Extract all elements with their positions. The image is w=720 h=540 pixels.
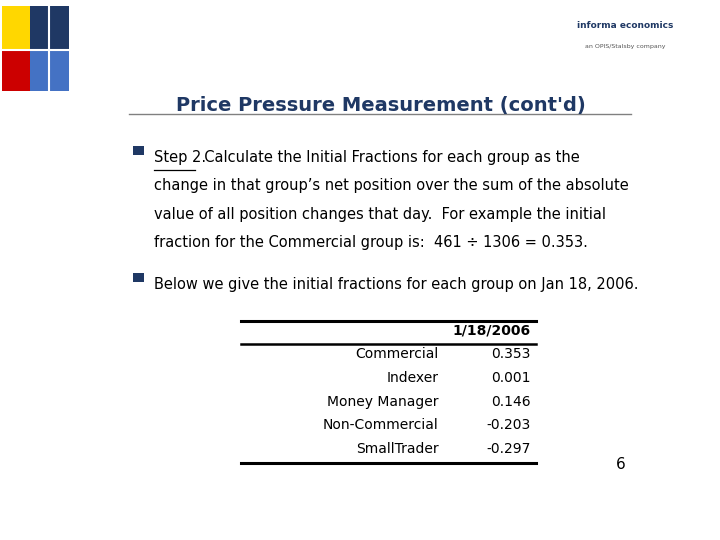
Text: 0.146: 0.146 (491, 395, 531, 409)
Bar (133, 273, 144, 282)
Text: 6: 6 (616, 457, 626, 472)
Text: SmallTrader: SmallTrader (356, 442, 438, 456)
Text: informa economics: informa economics (577, 22, 673, 30)
Text: Price Pressure Measurement (cont'd): Price Pressure Measurement (cont'd) (176, 96, 586, 115)
Text: change in that group’s net position over the sum of the absolute: change in that group’s net position over… (154, 178, 629, 193)
FancyBboxPatch shape (2, 6, 40, 49)
Text: an OPIS/Stalsby company: an OPIS/Stalsby company (585, 44, 665, 49)
FancyBboxPatch shape (30, 6, 68, 49)
Text: Indexer: Indexer (387, 371, 438, 385)
Text: 1/18/2006: 1/18/2006 (453, 324, 531, 338)
Text: 0.353: 0.353 (492, 347, 531, 361)
Text: value of all position changes that day.  For example the initial: value of all position changes that day. … (154, 207, 606, 221)
Text: 0.001: 0.001 (491, 371, 531, 385)
Text: -0.203: -0.203 (487, 418, 531, 432)
Text: Below we give the initial fractions for each group on Jan 18, 2006.: Below we give the initial fractions for … (154, 277, 639, 292)
Text: Non-Commercial: Non-Commercial (323, 418, 438, 432)
Text: Step 2.: Step 2. (154, 150, 207, 165)
Text: Money Manager: Money Manager (328, 395, 438, 409)
FancyBboxPatch shape (2, 49, 40, 91)
Text: -0.297: -0.297 (487, 442, 531, 456)
Bar (133, 146, 144, 156)
Text: Calculate the Initial Fractions for each group as the: Calculate the Initial Fractions for each… (195, 150, 580, 165)
Text: fraction for the Commercial group is:  461 ÷ 1306 = 0.353.: fraction for the Commercial group is: 46… (154, 235, 588, 250)
FancyBboxPatch shape (30, 49, 68, 91)
Text: Commercial: Commercial (356, 347, 438, 361)
